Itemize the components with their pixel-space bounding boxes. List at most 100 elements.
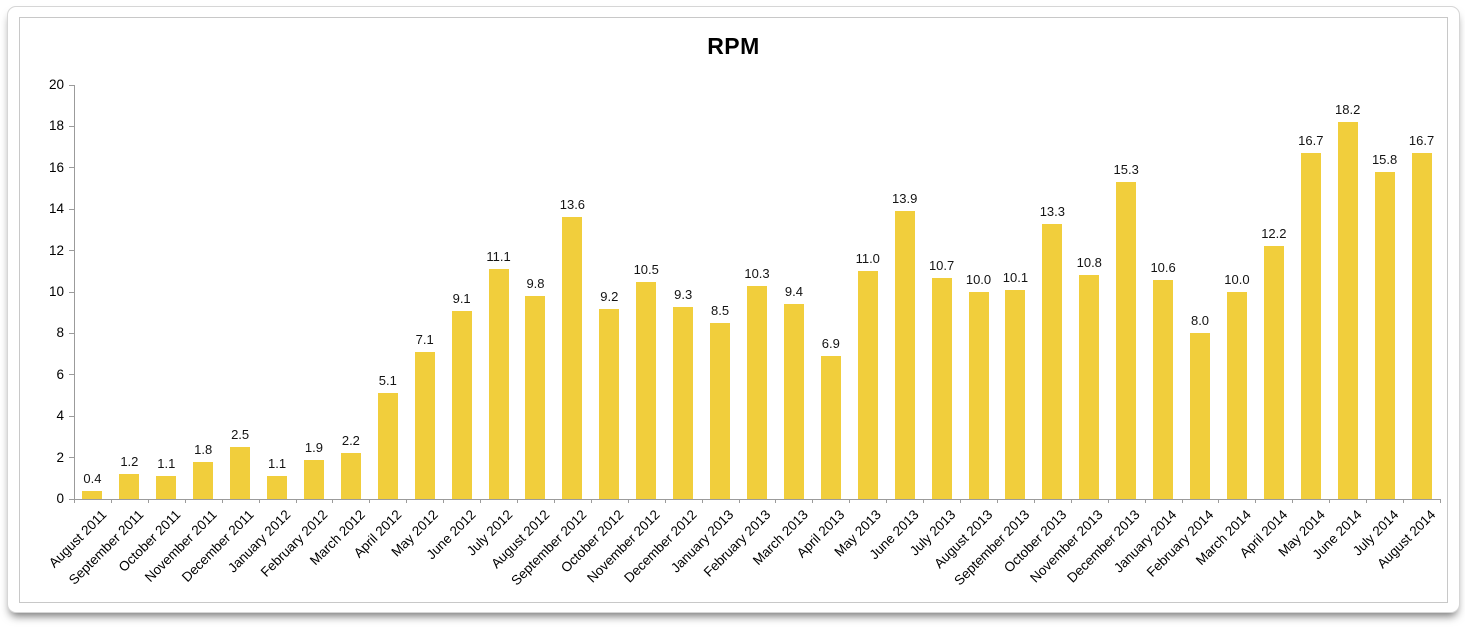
x-tick: [1181, 499, 1183, 503]
bar-value-label: 5.1: [378, 373, 397, 389]
bar-value-label: 18.2: [1335, 102, 1361, 118]
bar-value-label: 1.1: [157, 456, 176, 472]
y-tick: [69, 415, 74, 417]
bar-value-label: 7.1: [415, 332, 434, 348]
bar: [1005, 289, 1026, 499]
bar-value-label: 12.2: [1261, 226, 1287, 242]
y-tick-label: 10: [48, 284, 64, 299]
bar-value-label: 15.3: [1113, 162, 1139, 178]
bar-value-label: 1.8: [194, 441, 213, 457]
bar-value-label: 6.9: [821, 336, 840, 352]
x-tick: [184, 499, 186, 503]
x-tick: [923, 499, 925, 503]
bar: [1300, 153, 1321, 499]
x-tick: [664, 499, 666, 503]
bar: [488, 269, 509, 499]
bar-value-label: 10.5: [633, 261, 659, 277]
y-tick: [69, 332, 74, 334]
bar-value-label: 10.1: [1002, 269, 1029, 285]
bar: [230, 447, 251, 499]
chart-frame: RPM 0 2 4 6 8 10 12 14 16 18 20 0.4 1.2 1.1 1.8 2.5 1.1…: [19, 17, 1448, 603]
x-tick: [258, 499, 260, 503]
bar: [783, 304, 804, 499]
plot-area: 0 2 4 6 8 10 12 14 16 18 20 0.4 1.2 1.1 1.8 2.5 1.1 1.9 2…: [46, 77, 1441, 588]
bar: [193, 461, 214, 499]
x-tick: [1218, 499, 1220, 503]
x-tick: [295, 499, 297, 503]
bar: [303, 459, 324, 499]
x-tick: [849, 499, 851, 503]
x-tick: [110, 499, 112, 503]
bar: [1190, 333, 1211, 499]
x-tick: [960, 499, 962, 503]
x-tick: [1403, 499, 1405, 503]
bar: [82, 490, 103, 499]
x-tick: [1366, 499, 1368, 503]
bar: [820, 356, 841, 499]
y-tick: [69, 457, 74, 459]
x-tick: [74, 499, 75, 503]
bar: [340, 453, 361, 499]
bar: [894, 211, 915, 499]
y-tick-label: 18: [48, 118, 64, 134]
bar: [451, 310, 472, 499]
bar: [931, 277, 952, 499]
y-tick: [69, 125, 74, 127]
x-tick: [147, 499, 149, 503]
bar: [673, 306, 694, 499]
bar-value-label: 10.7: [928, 257, 955, 273]
bar: [562, 217, 583, 499]
y-tick-label: 4: [56, 408, 64, 424]
x-tick: [369, 499, 371, 503]
x-tick: [1440, 499, 1441, 503]
x-tick: [1255, 499, 1257, 503]
bar: [156, 476, 177, 499]
bar-value-label: 1.2: [120, 454, 139, 470]
bar: [747, 285, 767, 499]
bar-value-label: 8.5: [711, 303, 730, 319]
x-tick: [812, 499, 814, 503]
x-tick: [1144, 499, 1146, 503]
bar: [1337, 122, 1358, 499]
bar-value-label: 16.7: [1408, 133, 1435, 149]
y-tick: [69, 84, 74, 86]
bar-value-label: 11.0: [855, 251, 880, 267]
bar: [414, 352, 435, 499]
y-tick-label: 20: [48, 77, 64, 92]
y-tick-label: 14: [48, 201, 64, 217]
bar-value-label: 10.6: [1150, 259, 1176, 275]
bar: [267, 476, 288, 499]
x-tick: [1107, 499, 1109, 503]
x-tick: [1070, 499, 1072, 503]
x-tick: [553, 499, 555, 503]
bar: [968, 292, 989, 499]
y-tick-label: 6: [56, 366, 64, 382]
bar-value-label: 13.6: [559, 197, 586, 213]
x-tick: [1329, 499, 1331, 503]
bar-value-label: 10.0: [965, 272, 992, 287]
y-tick-label: 12: [48, 242, 64, 258]
y-tick-label: 16: [48, 159, 64, 175]
bar-value-label: 9.8: [526, 276, 545, 292]
bar: [1226, 292, 1247, 499]
x-tick: [517, 499, 519, 503]
y-tick: [69, 291, 74, 293]
bar-value-label: 15.8: [1371, 151, 1398, 167]
bar-value-label: 10.8: [1076, 255, 1102, 271]
bar: [636, 281, 657, 499]
x-tick: [775, 499, 777, 503]
bar-value-label: 13.9: [892, 191, 918, 207]
bar-value-label: 1.9: [304, 439, 323, 455]
bar: [1079, 275, 1100, 499]
x-axis-line: [74, 499, 1440, 500]
y-tick-label: 2: [56, 449, 64, 465]
y-tick: [69, 208, 74, 210]
bar: [1263, 246, 1284, 499]
x-tick: [332, 499, 334, 503]
x-tick: [886, 499, 888, 503]
bar-value-label: 1.1: [268, 456, 287, 472]
bar: [1042, 223, 1063, 499]
bar-value-label: 10.3: [744, 265, 770, 281]
x-tick: [627, 499, 629, 503]
bar: [1411, 153, 1432, 499]
